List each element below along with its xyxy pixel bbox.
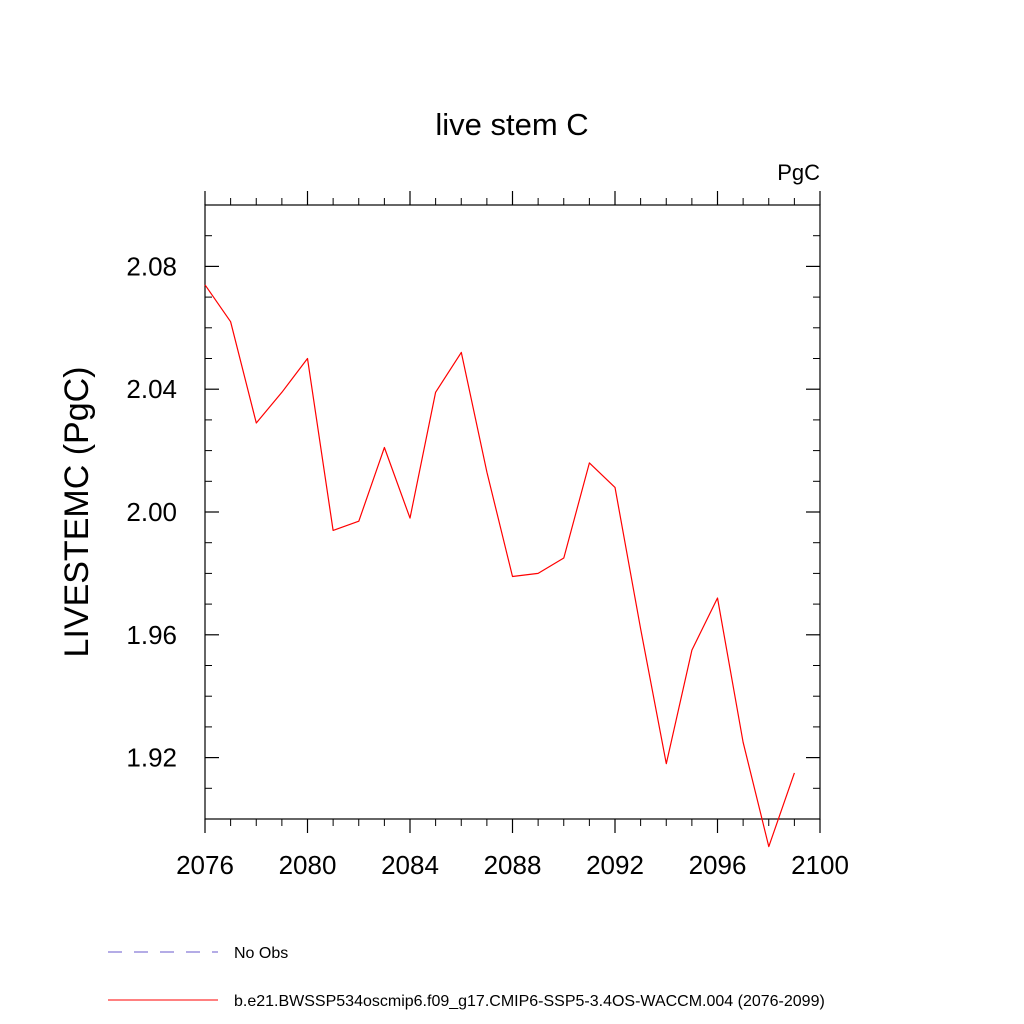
y-tick-label-0: 1.92 (126, 743, 177, 773)
chart-title: live stem C (435, 107, 588, 142)
plot-frame (204, 204, 821, 820)
axis-ticks (204, 191, 821, 833)
y-tick-label-3: 2.04 (126, 374, 177, 404)
x-tick-label-3: 2088 (484, 850, 542, 880)
x-tick-label-4: 2092 (586, 850, 644, 880)
series-line-0 (204, 284, 795, 848)
x-tick-label-1: 2080 (279, 850, 337, 880)
legend: No Obs b.e21.BWSSP534oscmip6.f09_g17.CMIP… (108, 945, 825, 1010)
legend-label-0: No Obs (234, 945, 288, 962)
y-tick-label-4: 2.08 (126, 251, 177, 281)
units-label: PgC (777, 160, 820, 185)
x-tick-label-6: 2100 (791, 850, 849, 880)
series-group (204, 284, 795, 848)
y-tick-label-1: 1.96 (126, 620, 177, 650)
tick-labels: 2076 2080 2084 2088 2092 2096 2100 1.92 1.96 2.00… (126, 251, 849, 880)
x-tick-label-5: 2096 (689, 850, 747, 880)
x-tick-label-0: 2076 (176, 850, 234, 880)
y-axis-label: LIVESTEMC (PgC) (58, 367, 96, 658)
x-tick-label-2: 2084 (381, 850, 439, 880)
legend-label-1: b.e21.BWSSP534oscmip6.f09_g17.CMIP6-SSP5… (234, 993, 825, 1010)
y-tick-label-2: 2.00 (126, 497, 177, 527)
